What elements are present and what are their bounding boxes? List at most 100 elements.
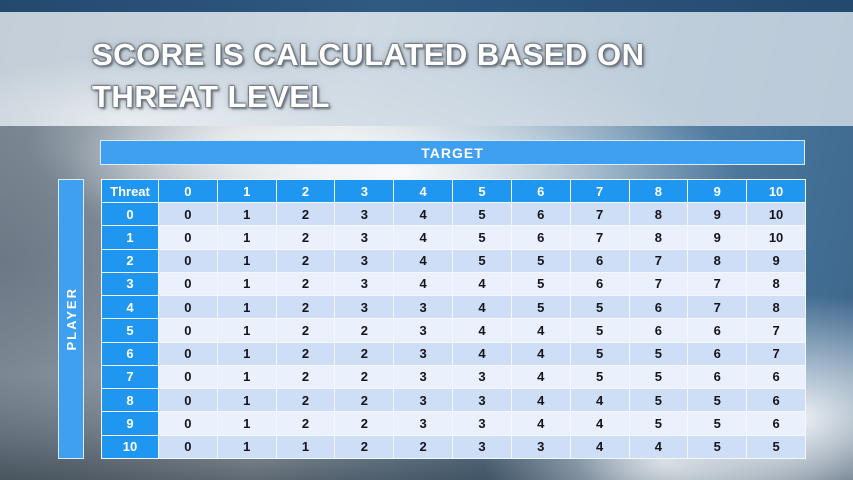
score-cell: 7 [746,341,806,366]
score-matrix-table: Threat 0 1 2 3 4 5 6 7 8 9 10 0 0 1 2 3 4 5 6 7 8 9 10 1 0 1 2 3 4 5 6… [101,179,806,460]
score-cell: 7 [628,248,689,273]
score-cell: 5 [510,271,571,297]
score-cell: 1 [216,201,277,227]
score-cell: 4 [510,388,571,413]
target-col-header: 7 [569,179,630,203]
score-cell: 1 [275,434,336,460]
score-cell: 3 [334,225,395,250]
corner-header-threat: Threat [101,179,159,203]
score-cell: 0 [158,364,218,390]
score-cell: 2 [334,318,395,343]
score-cell: 0 [158,225,218,250]
score-cell: 3 [452,434,512,460]
target-col-header: 2 [275,179,336,203]
score-cell: 5 [687,434,748,460]
player-group-label: PLAYER [63,287,79,351]
score-cell: 4 [510,364,571,390]
threat-row-header: 4 [101,295,159,320]
score-cell: 2 [275,295,336,320]
score-cell: 3 [393,388,454,413]
score-cell: 5 [452,248,512,273]
score-cell: 1 [216,318,277,343]
score-cell: 9 [687,201,748,227]
score-cell: 3 [393,364,454,390]
score-cell: 2 [275,201,336,227]
score-cell: 8 [628,201,689,227]
score-cell: 3 [452,364,512,390]
slide-title-line2: THREAT LEVEL [92,79,330,114]
score-cell: 7 [569,225,630,250]
threat-row-header: 6 [101,341,159,366]
slide-title: SCORE IS CALCULATED BASED ON THREAT LEVEL [92,34,732,118]
target-group-label: TARGET [421,144,484,161]
threat-row-header: 7 [101,364,159,390]
score-cell: 2 [275,225,336,250]
score-cell: 8 [628,225,689,250]
score-cell: 2 [275,271,336,297]
score-cell: 0 [158,271,218,297]
threat-row-header: 2 [101,248,159,273]
score-cell: 3 [452,411,512,436]
score-cell: 4 [510,341,571,366]
score-cell: 1 [216,271,277,297]
threat-row-header: 9 [101,411,159,436]
score-cell: 8 [746,271,806,297]
score-cell: 1 [216,434,277,460]
score-cell: 4 [393,248,454,273]
score-cell: 6 [746,388,806,413]
table-row: 0 0 1 2 3 4 5 6 7 8 9 10 [101,201,806,227]
score-cell: 0 [158,388,218,413]
score-cell: 6 [628,318,689,343]
matrix-header-row: Threat 0 1 2 3 4 5 6 7 8 9 10 [101,179,806,203]
top-strip [0,0,853,12]
score-cell: 7 [687,271,748,297]
score-cell: 4 [628,434,689,460]
score-cell: 6 [746,364,806,390]
score-cell: 6 [569,248,630,273]
score-cell: 0 [158,295,218,320]
score-cell: 6 [746,411,806,436]
target-col-header: 6 [510,179,571,203]
score-cell: 2 [275,248,336,273]
score-cell: 1 [216,295,277,320]
score-cell: 9 [687,225,748,250]
score-cell: 4 [569,411,630,436]
matrix-body: 0 0 1 2 3 4 5 6 7 8 9 10 1 0 1 2 3 4 5 6 7 8 9 10 2 0 1 2 3 4 5 5 6 7 8 9 3 0… [101,201,806,460]
score-cell: 4 [510,411,571,436]
score-cell: 4 [569,388,630,413]
target-col-header: 10 [746,179,806,203]
score-cell: 1 [216,364,277,390]
score-cell: 1 [216,411,277,436]
target-col-header: 3 [334,179,395,203]
score-cell: 5 [746,434,806,460]
score-cell: 7 [746,318,806,343]
score-cell: 1 [216,248,277,273]
score-cell: 1 [216,225,277,250]
score-cell: 4 [452,318,512,343]
threat-row-header: 3 [101,271,159,297]
score-cell: 6 [687,318,748,343]
score-cell: 3 [393,411,454,436]
score-cell: 6 [687,341,748,366]
score-cell: 2 [334,388,395,413]
score-cell: 3 [334,295,395,320]
score-cell: 4 [393,201,454,227]
target-col-header: 5 [452,179,512,203]
score-cell: 3 [334,271,395,297]
score-cell: 6 [510,201,571,227]
score-cell: 2 [275,318,336,343]
target-col-header: 1 [216,179,277,203]
score-cell: 0 [158,341,218,366]
table-row: 1 0 1 2 3 4 5 6 7 8 9 10 [101,225,806,250]
score-cell: 4 [569,434,630,460]
score-cell: 4 [393,271,454,297]
score-cell: 2 [334,364,395,390]
score-cell: 4 [452,271,512,297]
score-cell: 6 [569,271,630,297]
score-cell: 3 [510,434,571,460]
score-cell: 0 [158,434,218,460]
score-cell: 5 [687,388,748,413]
